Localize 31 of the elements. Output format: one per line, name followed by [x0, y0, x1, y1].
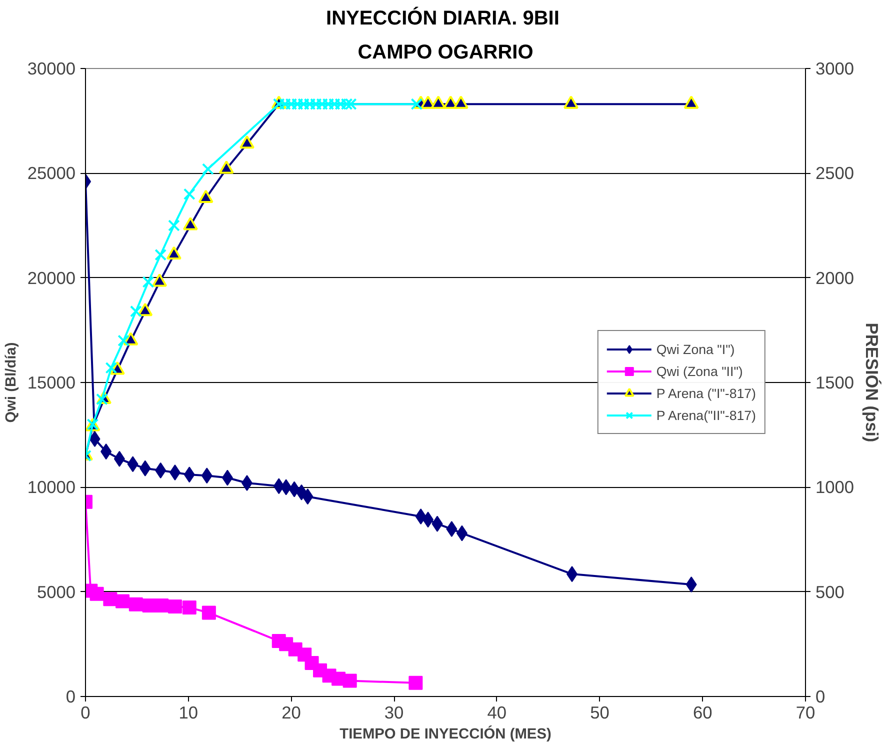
x-tick-label: 40	[487, 702, 507, 722]
x-tick-label: 60	[693, 702, 712, 722]
legend-label: Qwi (Zona "II")	[656, 364, 743, 378]
y-tick-label: 10000	[27, 477, 76, 498]
legend-label: P Arena ("I"-817)	[656, 386, 756, 400]
y2-tick-label: 0	[816, 686, 826, 706]
y2-tick-label: 2000	[816, 268, 854, 288]
y-tick-label: 25000	[27, 163, 76, 184]
y2-tick-label: 500	[816, 582, 844, 602]
y-tick-label: 15000	[27, 372, 76, 392]
y-axis-title: Qwi (Bl/día)	[3, 342, 20, 423]
y-tick-label: 30000	[27, 58, 76, 78]
x-tick-label: 50	[590, 702, 610, 722]
x-tick-label: 20	[282, 702, 301, 722]
x-tick-label: 10	[178, 702, 198, 722]
y-tick-label: 20000	[27, 268, 76, 288]
y2-tick-label: 3000	[816, 58, 854, 78]
y-tick-label: 0	[66, 686, 76, 706]
x-tick-label: 30	[384, 702, 404, 722]
y-tick-label: 5000	[36, 582, 76, 602]
x-axis-title: TIEMPO DE INYECCIÓN (MES)	[340, 726, 552, 742]
chart-subtitle: CAMPO OGARRIO	[358, 42, 534, 64]
y2-tick-label: 1000	[816, 477, 854, 498]
x-tick-label: 70	[796, 702, 816, 722]
legend-label: P Arena("II"-817)	[656, 408, 756, 422]
y2-tick-label: 2500	[816, 163, 854, 184]
chart-title: INYECCIÓN DIARIA. 9BII	[326, 6, 560, 30]
y2-axis-title: PRESIÓN (psi)	[862, 322, 882, 442]
x-tick-label: 0	[80, 702, 90, 722]
y2-tick-label: 1500	[816, 372, 854, 392]
legend-label: Qwi Zona "I")	[656, 342, 735, 356]
